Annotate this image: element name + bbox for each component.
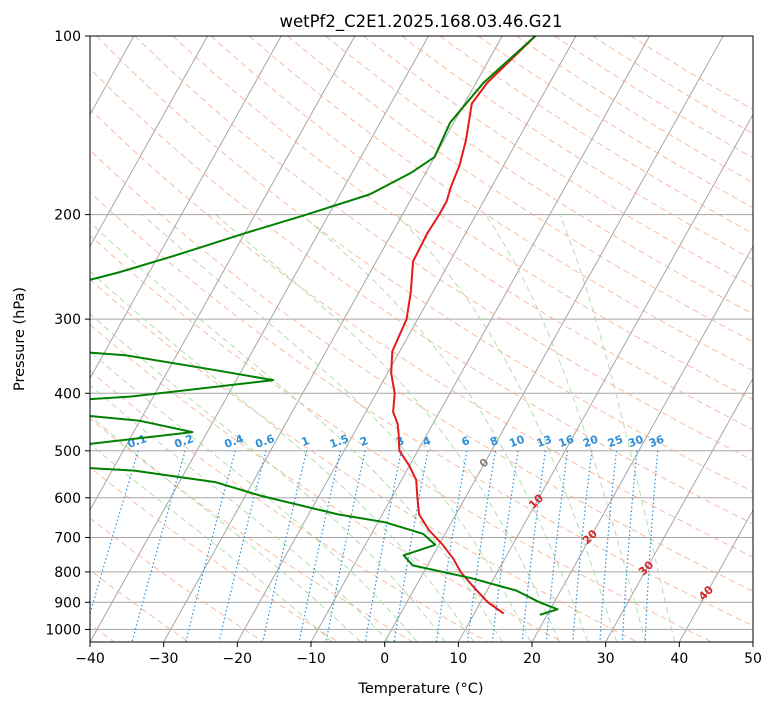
y-tick-label: 900 (54, 595, 81, 611)
x-tick-label: −30 (149, 651, 179, 667)
y-tick-label: 100 (54, 29, 81, 45)
y-tick-label: 200 (54, 208, 81, 224)
y-axis-title: Pressure (hPa) (12, 287, 28, 391)
x-tick-label: 40 (670, 651, 688, 667)
x-tick-label: −10 (296, 651, 326, 667)
y-tick-label: 500 (54, 444, 81, 460)
x-tick-label: 10 (449, 651, 467, 667)
x-tick-label: 20 (523, 651, 541, 667)
x-axis-title: Temperature (°C) (357, 681, 483, 697)
y-tick-label: 800 (54, 565, 81, 581)
chart-title: wetPf2_C2E1.2025.168.03.46.G21 (279, 12, 562, 32)
y-tick-label: 600 (54, 491, 81, 507)
y-tick-label: 700 (54, 531, 81, 547)
x-tick-label: −20 (223, 651, 253, 667)
x-tick-label: −40 (75, 651, 105, 667)
y-tick-label: 1000 (45, 622, 81, 638)
x-tick-label: 0 (380, 651, 389, 667)
y-tick-label: 400 (54, 386, 81, 402)
x-tick-label: 50 (744, 651, 762, 667)
y-tick-label: 300 (54, 312, 81, 328)
x-tick-label: 30 (597, 651, 615, 667)
